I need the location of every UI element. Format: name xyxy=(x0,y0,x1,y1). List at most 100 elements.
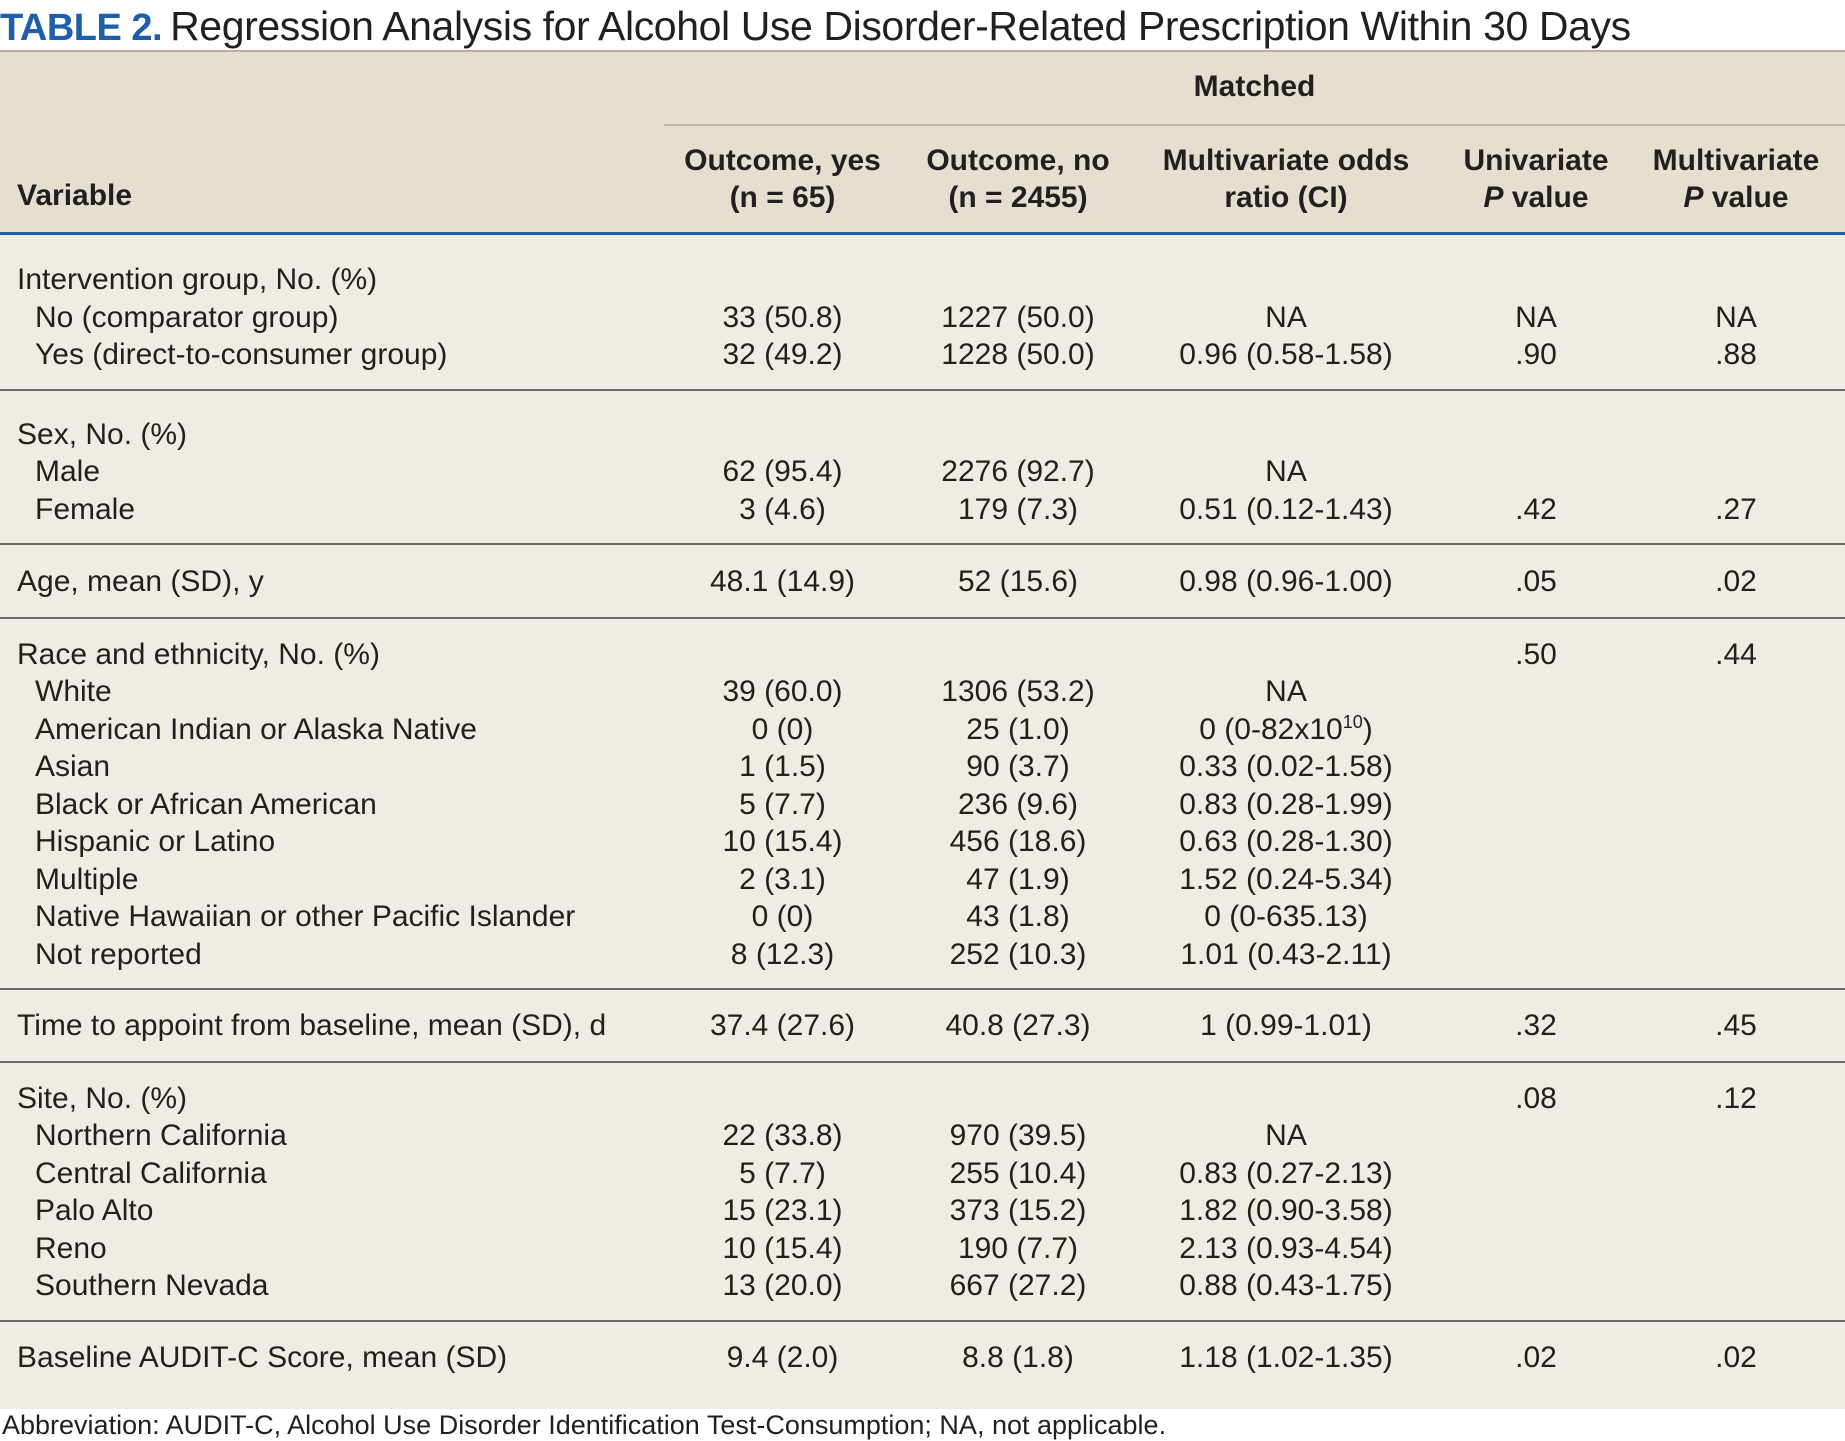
table-row: Multiple 2 (3.1) 47 (1.9) 1.52 (0.24-5.34) xyxy=(0,861,1845,899)
outcome-no-cell: 255 (10.4) xyxy=(949,1156,1087,1190)
univariate-p-cell: .32 xyxy=(1515,1009,1557,1042)
multivariate-p-cell: .12 xyxy=(1715,1081,1757,1115)
multivariate-p-cell: .44 xyxy=(1715,637,1757,671)
header-word: value xyxy=(1511,181,1589,214)
row-label: Native Hawaiian or other Pacific Islande… xyxy=(35,900,576,933)
odds-ratio-cell: 0.83 (0.28-1.99) xyxy=(1179,787,1393,821)
outcome-no-cell: 373 (15.2) xyxy=(949,1194,1087,1227)
univariate-p-cell: NA xyxy=(1515,300,1557,334)
row-label: Palo Alto xyxy=(35,1194,154,1227)
outcome-no-header: Outcome, no (n = 2455) xyxy=(901,142,1135,216)
table-row: Intervention group, No. (%) xyxy=(0,261,1845,299)
outcome-yes-cell: 8 (12.3) xyxy=(730,937,835,971)
row-group: Sex, No. (%) Male 62 (95.4) 2276 (92.7) NA Fe… xyxy=(0,391,1845,545)
outcome-no-cell: 1227 (50.0) xyxy=(941,300,1095,334)
outcome-no-cell: 52 (15.6) xyxy=(957,565,1079,598)
table-row: Sex, No. (%) xyxy=(0,416,1845,454)
outcome-yes-cell: 33 (50.8) xyxy=(722,300,843,334)
outcome-yes-cell: 22 (33.8) xyxy=(722,1119,843,1152)
row-label: Male xyxy=(35,455,101,488)
odds-ratio-cell: 1 (0.99-1.01) xyxy=(1200,1009,1372,1042)
table-footnote: Abbreviation: AUDIT-C, Alcohol Use Disor… xyxy=(0,1409,1845,1441)
odds-ratio-cell: 0.63 (0.28-1.30) xyxy=(1179,825,1393,858)
row-label: Southern Nevada xyxy=(35,1269,269,1302)
table-row: American Indian or Alaska Native 0 (0) 25 … xyxy=(0,711,1845,749)
outcome-no-cell: 43 (1.8) xyxy=(966,900,1070,933)
outcome-yes-cell: 37.4 (27.6) xyxy=(709,1009,856,1042)
multivariate-p-cell: .02 xyxy=(1715,1340,1757,1374)
table-row: Reno 10 (15.4) 190 (7.7) 2.13 (0.93-4.54) xyxy=(0,1230,1845,1268)
table-title: TABLE 2. Regression Analysis for Alcohol… xyxy=(0,0,1845,50)
row-label: Time to appoint from baseline, mean (SD)… xyxy=(17,1009,607,1042)
row-label: White xyxy=(35,675,112,708)
outcome-yes-cell: 0 (0) xyxy=(751,712,814,746)
header-line: P value xyxy=(1635,179,1837,216)
outcome-yes-cell: 2 (3.1) xyxy=(739,862,826,896)
table-number: TABLE 2. xyxy=(0,7,163,49)
outcome-yes-header: Outcome, yes (n = 65) xyxy=(664,142,901,216)
row-label: Central California xyxy=(35,1156,267,1190)
table-row: Central California 5 (7.7) 255 (10.4) 0.83 … xyxy=(0,1155,1845,1193)
outcome-yes-cell: 5 (7.7) xyxy=(739,787,826,821)
outcome-no-cell: 1228 (50.0) xyxy=(941,338,1095,371)
row-label: Site, No. (%) xyxy=(17,1081,188,1115)
odds-ratio-cell: 0.51 (0.12-1.43) xyxy=(1179,492,1393,526)
exponent: 10 xyxy=(1342,711,1363,732)
header-rule xyxy=(0,232,1845,235)
outcome-no-cell: 25 (1.0) xyxy=(966,712,1070,746)
table-row: Not reported 8 (12.3) 252 (10.3) 1.01 (0.43… xyxy=(0,936,1845,974)
header-line: Outcome, no xyxy=(926,144,1110,177)
odds-ratio-cell: 0.88 (0.43-1.75) xyxy=(1179,1269,1393,1302)
multivariate-p-cell: .88 xyxy=(1715,338,1757,371)
outcome-no-cell: 190 (7.7) xyxy=(957,1231,1079,1265)
odds-ratio-cell: 0.98 (0.96-1.00) xyxy=(1179,565,1393,598)
odds-ratio-cell: NA xyxy=(1265,1119,1307,1152)
odds-ratio-cell: 0.33 (0.02-1.58) xyxy=(1179,750,1393,783)
header-line: (n = 65) xyxy=(729,181,836,214)
table-row: Site, No. (%) .08 .12 xyxy=(0,1080,1845,1118)
table-row: Northern California 22 (33.8) 970 (39.5) NA xyxy=(0,1117,1845,1155)
header-line: Multivariate odds xyxy=(1162,144,1410,177)
table-row: Male 62 (95.4) 2276 (92.7) NA xyxy=(0,453,1845,491)
outcome-yes-cell: 48.1 (14.9) xyxy=(709,565,856,598)
odds-ratio-cell: 1.18 (1.02-1.35) xyxy=(1179,1340,1393,1374)
table-row: Age, mean (SD), y 48.1 (14.9) 52 (15.6) 0.9… xyxy=(0,563,1845,601)
row-group: Baseline AUDIT-C Score, mean (SD) 9.4 (2.… xyxy=(0,1322,1845,1391)
table-row: Hispanic or Latino 10 (15.4) 456 (18.6) 0.6… xyxy=(0,823,1845,861)
multivariate-p-header: Multivariate P value xyxy=(1635,142,1837,216)
header-line: ratio (CI) xyxy=(1224,181,1348,214)
univariate-p-cell: .50 xyxy=(1515,637,1557,671)
row-label: No (comparator group) xyxy=(35,300,339,334)
outcome-no-cell: 252 (10.3) xyxy=(949,937,1087,971)
row-group: Intervention group, No. (%) No (comparato… xyxy=(0,235,1845,391)
multivariate-p-cell: NA xyxy=(1715,300,1757,334)
row-label: Black or African American xyxy=(35,787,377,821)
table-header: Matched Variable Outcome, yes (n = 65) O… xyxy=(0,50,1845,234)
header-word: value xyxy=(1711,181,1789,214)
row-label: Asian xyxy=(35,750,111,783)
header-line: Outcome, yes xyxy=(684,144,881,177)
row-group: Site, No. (%) .08 .12 Northern California 22… xyxy=(0,1063,1845,1322)
odds-ratio-text: 0 (0-82x10 xyxy=(1199,712,1343,746)
univariate-p-cell: .05 xyxy=(1515,565,1557,598)
row-label: Multiple xyxy=(35,862,139,896)
outcome-yes-cell: 32 (49.2) xyxy=(722,338,843,371)
outcome-yes-cell: 39 (60.0) xyxy=(722,675,843,708)
table-row: No (comparator group) 33 (50.8) 1227 (50.0… xyxy=(0,299,1845,337)
row-label: Not reported xyxy=(35,937,202,971)
outcome-yes-cell: 15 (23.1) xyxy=(722,1194,843,1227)
univariate-p-cell: .02 xyxy=(1515,1340,1557,1374)
odds-ratio-cell: 1.82 (0.90-3.58) xyxy=(1179,1194,1393,1227)
row-label: Intervention group, No. (%) xyxy=(17,263,378,296)
table-row: Yes (direct-to-consumer group) 32 (49.2) 1… xyxy=(0,336,1845,374)
outcome-no-cell: 90 (3.7) xyxy=(966,750,1070,783)
odds-ratio-cell: NA xyxy=(1265,455,1307,488)
outcome-no-cell: 8.8 (1.8) xyxy=(962,1340,1074,1374)
outcome-yes-cell: 10 (15.4) xyxy=(722,825,843,858)
univariate-p-cell: .42 xyxy=(1515,492,1557,526)
outcome-yes-cell: 10 (15.4) xyxy=(722,1231,843,1265)
row-group: Time to appoint from baseline, mean (SD)… xyxy=(0,990,1845,1063)
outcome-no-cell: 2276 (92.7) xyxy=(941,455,1095,488)
outcome-yes-cell: 13 (20.0) xyxy=(722,1269,843,1302)
outcome-no-cell: 47 (1.9) xyxy=(966,862,1070,896)
